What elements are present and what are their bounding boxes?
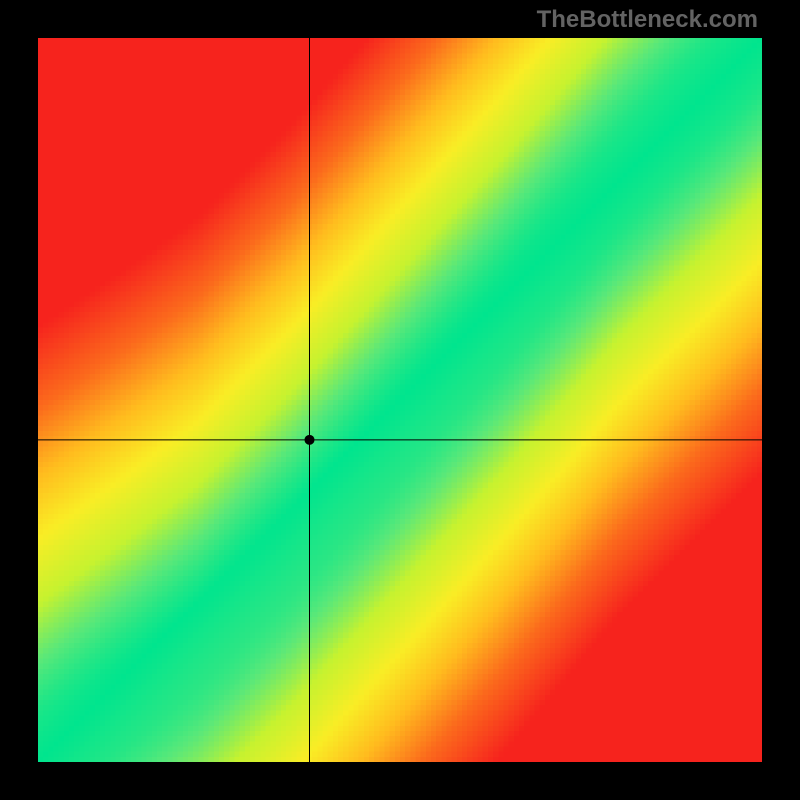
chart-root: TheBottleneck.com — [0, 0, 800, 800]
heatmap-canvas — [38, 38, 762, 762]
watermark-text: TheBottleneck.com — [537, 6, 758, 34]
